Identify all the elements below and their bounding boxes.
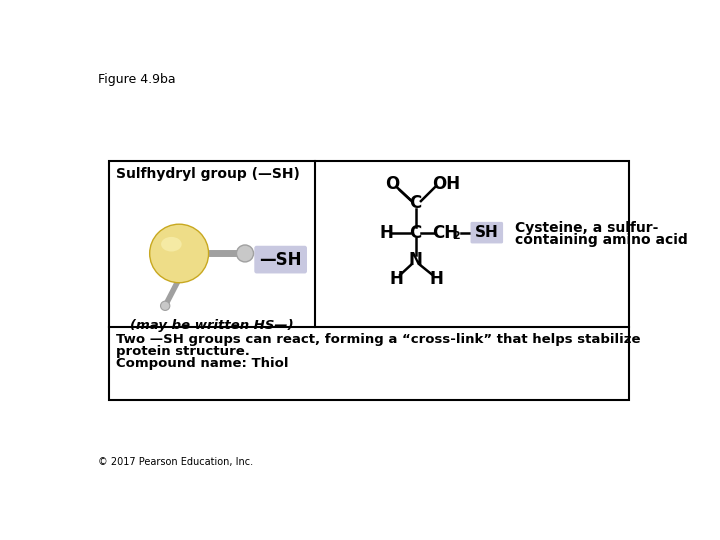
Ellipse shape [236,245,253,262]
Text: SH: SH [475,225,499,240]
Text: protein structure.: protein structure. [116,345,249,358]
Text: O: O [385,175,400,193]
Text: 2: 2 [452,231,459,241]
Text: —SH: —SH [259,251,302,268]
Ellipse shape [161,237,181,252]
Text: © 2017 Pearson Education, Inc.: © 2017 Pearson Education, Inc. [98,457,253,467]
Text: Two —SH groups can react, forming a “cross-link” that helps stabilize: Two —SH groups can react, forming a “cro… [116,333,640,346]
FancyBboxPatch shape [254,246,307,273]
Ellipse shape [150,224,209,283]
Text: (may be written HS—): (may be written HS—) [130,319,294,332]
FancyBboxPatch shape [471,222,503,244]
Text: C: C [410,224,422,242]
Text: Cysteine, a sulfur-: Cysteine, a sulfur- [515,221,658,235]
Text: Compound name: Thiol: Compound name: Thiol [116,357,288,370]
Text: OH: OH [433,175,461,193]
FancyBboxPatch shape [109,161,629,400]
Text: CH: CH [432,224,458,242]
Text: C: C [410,194,422,212]
Text: H: H [430,270,444,288]
Text: containing amino acid: containing amino acid [515,233,688,247]
Text: Sulfhydryl group (—SH): Sulfhydryl group (—SH) [116,167,300,181]
Text: Figure 4.9ba: Figure 4.9ba [98,72,176,85]
Text: H: H [379,224,393,242]
Text: N: N [408,252,423,269]
Ellipse shape [161,301,170,310]
Text: H: H [390,270,403,288]
